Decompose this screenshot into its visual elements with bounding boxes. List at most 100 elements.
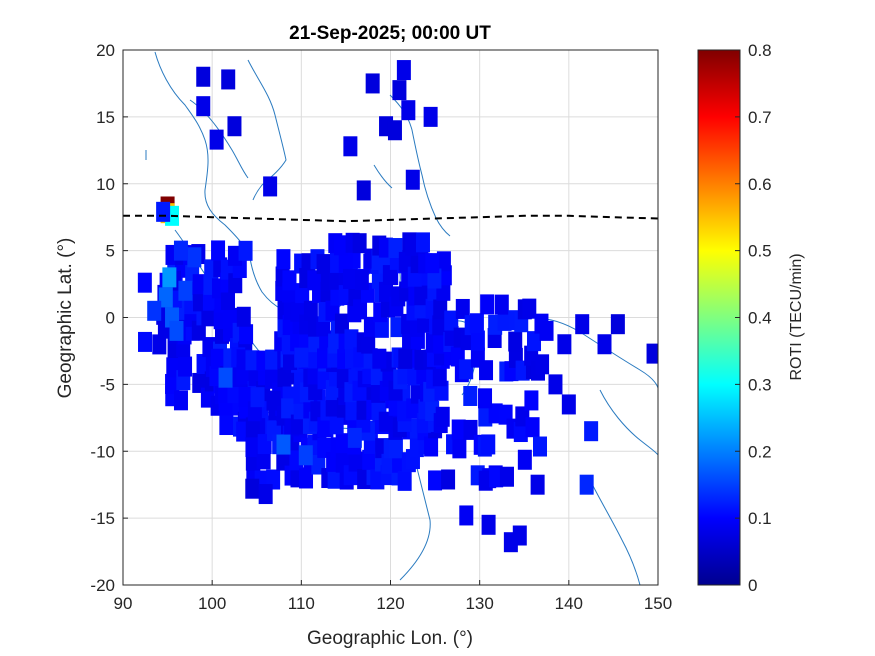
roti-cell: [245, 437, 260, 458]
y-tick-label: 5: [106, 242, 115, 261]
roti-cell: [539, 320, 554, 341]
roti-cell: [513, 422, 528, 443]
roti-cell: [579, 474, 594, 495]
roti-cell: [597, 334, 612, 355]
roti-cell: [266, 390, 281, 411]
roti-cell: [525, 417, 540, 438]
colorbar-tick-label: 0: [748, 576, 757, 595]
roti-cell: [276, 249, 291, 270]
roti-cell: [308, 332, 323, 353]
magnetic-equator-line: [123, 214, 658, 223]
roti-cell: [196, 96, 211, 117]
roti-cell: [147, 300, 162, 321]
roti-cell: [480, 294, 495, 315]
roti-cell: [533, 436, 548, 457]
roti-cell: [499, 466, 514, 487]
x-tick-label: 120: [376, 594, 404, 613]
roti-cell: [356, 180, 371, 201]
roti-cell: [432, 315, 447, 336]
roti-cell: [201, 306, 216, 327]
roti-cell: [378, 411, 393, 432]
roti-cell: [401, 100, 416, 121]
roti-cell: [245, 350, 260, 371]
roti-cell: [343, 136, 358, 157]
roti-cell: [317, 417, 332, 438]
roti-cell: [512, 525, 527, 546]
roti-cell: [178, 356, 193, 377]
y-tick-label: -5: [100, 375, 115, 394]
roti-cell: [548, 374, 563, 395]
roti-cell: [347, 427, 362, 448]
roti-cell: [334, 313, 349, 334]
roti-cell: [227, 245, 242, 266]
x-axis-label: Geographic Lon. (°): [307, 628, 473, 649]
roti-cell: [481, 514, 496, 535]
colorbar-tick-label: 0.6: [748, 175, 772, 194]
roti-cell: [238, 240, 253, 261]
roti-cell: [187, 247, 202, 268]
roti-cell: [162, 267, 177, 288]
roti-cell: [283, 350, 298, 371]
roti-cell: [158, 287, 173, 308]
roti-cell: [227, 383, 242, 404]
roti-cell: [281, 398, 296, 419]
y-axis-ticks: 20 15 10 5 0 -5 -10 -15 -20: [90, 41, 128, 595]
roti-cell: [365, 73, 380, 94]
roti-cell: [423, 106, 438, 127]
chart-title: 21-Sep-2025; 00:00 UT: [289, 23, 491, 44]
roti-cell: [387, 120, 402, 141]
colorbar-tick-label: 0.4: [748, 309, 772, 328]
roti-cell: [250, 387, 265, 408]
roti-cell: [527, 331, 542, 352]
roti-cell: [245, 417, 260, 438]
colorbar-tick-label: 0.5: [748, 242, 772, 261]
roti-cell: [219, 415, 234, 436]
y-tick-label: -10: [90, 442, 115, 461]
roti-cell: [361, 333, 376, 354]
roti-cell: [263, 176, 278, 197]
roti-cell: [173, 240, 188, 261]
roti-cell: [362, 449, 377, 470]
roti-cell: [298, 445, 313, 466]
roti-cell: [494, 294, 509, 315]
roti-cell: [338, 252, 353, 273]
roti-cell: [258, 484, 273, 505]
roti-cell: [524, 390, 539, 411]
roti-cell: [397, 470, 412, 491]
roti-cell: [138, 331, 153, 352]
roti-cell: [390, 317, 405, 338]
roti-cell: [414, 285, 429, 306]
roti-cell: [396, 60, 411, 81]
roti-cell: [220, 289, 235, 310]
roti-cell: [392, 80, 407, 101]
y-tick-label: 0: [106, 309, 115, 328]
roti-cell: [610, 314, 625, 335]
roti-cell: [427, 268, 442, 289]
roti-cell: [463, 385, 478, 406]
roti-cell: [295, 283, 310, 304]
roti-cell: [405, 235, 420, 256]
x-tick-label: 150: [644, 594, 672, 613]
roti-cell: [398, 348, 413, 369]
roti-cell: [344, 329, 359, 350]
roti-cell: [335, 433, 350, 454]
roti-cell: [432, 366, 447, 387]
roti-cell: [345, 400, 360, 421]
roti-cell: [165, 373, 180, 394]
roti-cell: [405, 169, 420, 190]
roti-cell: [489, 467, 504, 488]
roti-cell: [424, 436, 439, 457]
colorbar-tick-label: 0.1: [748, 509, 772, 528]
roti-cell: [276, 434, 291, 455]
roti-cell: [517, 449, 532, 470]
roti-cell: [469, 313, 484, 334]
roti-cell: [221, 69, 236, 90]
roti-cell: [478, 388, 493, 409]
y-tick-label: 15: [96, 108, 115, 127]
roti-cell: [227, 116, 242, 137]
roti-cell: [497, 310, 512, 331]
colorbar: [697, 49, 741, 586]
roti-cell: [178, 280, 193, 301]
roti-cell: [372, 348, 387, 369]
